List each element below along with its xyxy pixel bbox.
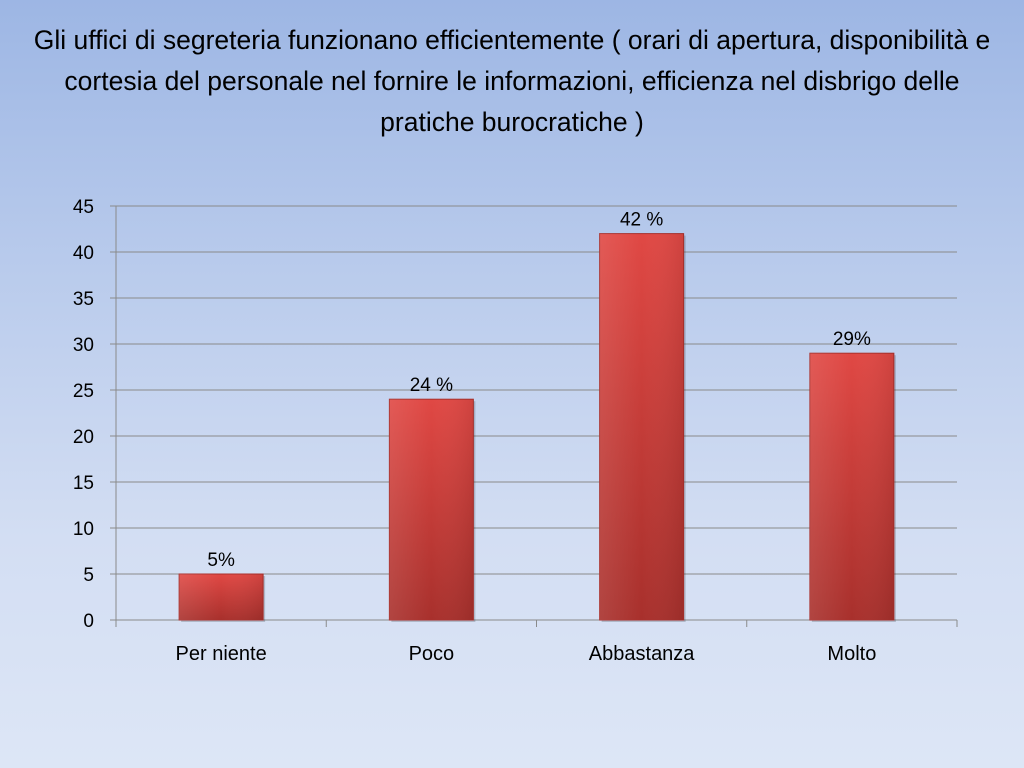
y-tick-label: 25 (73, 381, 94, 402)
y-tick-label: 35 (73, 289, 94, 310)
data-label: 42 % (620, 210, 663, 231)
x-tick-label: Molto (827, 643, 876, 665)
y-tick-label: 30 (73, 335, 94, 356)
bars (178, 233, 896, 622)
y-tick-label: 40 (73, 243, 94, 264)
x-tick-label: Per niente (176, 643, 267, 665)
y-tick-label: 0 (83, 611, 94, 632)
data-label: 24 % (410, 375, 453, 396)
bar-highlight (179, 574, 264, 620)
labels: 0 5 10 15 20 25 30 35 40 45 5% Per niente 24 % Poco 42… (73, 197, 876, 665)
bar-highlight (599, 233, 684, 620)
y-tick-label: 5 (83, 565, 94, 586)
data-label: 5% (207, 550, 235, 571)
bar-highlight (809, 353, 894, 620)
y-tick-label: 20 (73, 427, 94, 448)
y-tick-label: 15 (73, 473, 94, 494)
y-tick-label: 10 (73, 519, 94, 540)
x-tick-label: Poco (409, 643, 455, 665)
chart-title: Gli uffici di segreteria funzionano effi… (33, 25, 991, 137)
x-tick-label: Abbastanza (589, 643, 696, 665)
y-tick-label: 45 (73, 197, 94, 218)
data-label: 29% (833, 329, 871, 350)
bar-highlight (389, 399, 474, 620)
